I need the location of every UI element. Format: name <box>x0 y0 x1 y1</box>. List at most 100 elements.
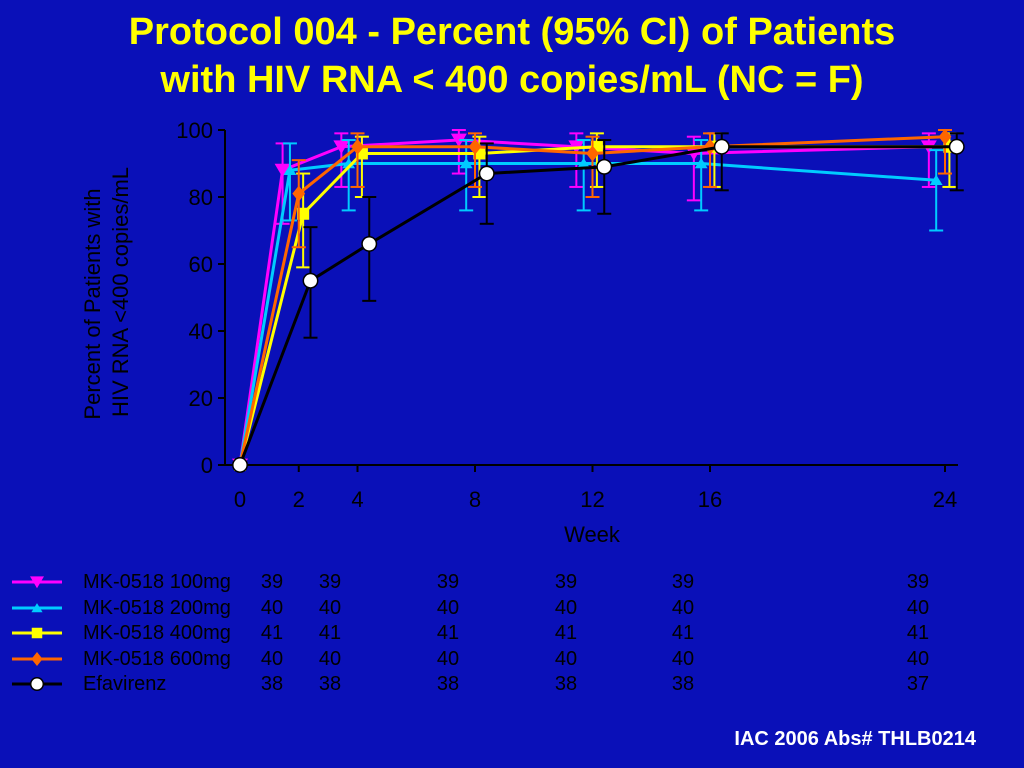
legend-row: MK-0518 200mg 40 40 40 40 40 40 <box>10 596 1010 620</box>
legend-swatch <box>12 627 62 639</box>
legend-swatch <box>12 651 62 666</box>
chart-plot-area <box>232 128 965 473</box>
x-tick-label: 4 <box>351 487 363 512</box>
y-tick-label: 0 <box>201 453 213 478</box>
y-tick-label: 100 <box>176 118 213 143</box>
patient-count: 39 <box>436 571 460 593</box>
legend-label: Efavirenz <box>83 673 167 695</box>
x-tick-label: 16 <box>698 487 722 512</box>
data-point-diamond <box>31 651 43 666</box>
patient-count: 41 <box>906 622 930 644</box>
patient-count: 40 <box>436 647 460 670</box>
patient-count: 38 <box>671 673 695 695</box>
data-point-diamond <box>586 145 599 162</box>
chart-title: Protocol 004 - Percent (95% CI) of Patie… <box>0 8 1024 104</box>
data-point-triangle-up <box>31 602 43 612</box>
data-point-triangle-down <box>30 576 44 589</box>
data-point-circle <box>948 138 965 155</box>
series-mk-0518-600mg <box>233 128 952 473</box>
legend-row: Efavirenz 38 38 38 38 38 37 <box>10 672 1010 696</box>
patient-count: 41 <box>671 622 695 644</box>
series-line <box>238 145 950 466</box>
data-point-circle <box>232 457 248 473</box>
data-point-triangle-up <box>577 157 591 169</box>
series-mk-0518-200mg <box>233 139 944 470</box>
patient-count: 40 <box>671 647 695 670</box>
y-tick-label: 80 <box>189 185 213 210</box>
patient-count: 39 <box>318 571 342 593</box>
patient-count: 40 <box>260 596 284 619</box>
patient-count: 38 <box>436 673 460 695</box>
data-point-triangle-up <box>283 164 297 175</box>
data-point-circle <box>361 235 378 252</box>
patient-count: 41 <box>260 622 284 644</box>
x-tick-label: 24 <box>933 487 957 512</box>
patient-count: 40 <box>671 596 695 619</box>
legend-row: MK-0518 100mg 39 39 39 39 39 39 <box>10 570 1010 594</box>
data-point-triangle-down <box>274 163 291 178</box>
data-point-triangle-up <box>459 157 473 169</box>
series-efavirenz <box>232 132 965 473</box>
title-line-1: Protocol 004 - Percent (95% CI) of Patie… <box>128 11 896 53</box>
patient-count: 40 <box>436 596 460 619</box>
data-point-diamond <box>468 138 482 155</box>
patient-count: 41 <box>318 622 342 644</box>
y-axis-label-line-1: Percent of Patients with <box>80 188 105 419</box>
legend-table: MK-0518 100mg 39 39 39 39 39 39 MK-0518 200mg 40… <box>10 570 1010 700</box>
data-point-square <box>31 627 43 639</box>
legend-label: MK-0518 100mg <box>83 571 231 593</box>
legend-row: MK-0518 400mg 41 41 41 41 41 41 <box>10 621 1010 645</box>
patient-count: 39 <box>554 571 578 593</box>
x-axis-label: Week <box>564 522 621 547</box>
patient-count: 40 <box>260 647 284 670</box>
legend-label: MK-0518 600mg <box>83 647 231 670</box>
legend-swatch <box>12 676 62 692</box>
patient-count: 39 <box>260 571 284 593</box>
series-line <box>238 145 957 466</box>
series-line <box>238 162 937 466</box>
legend-label: MK-0518 200mg <box>83 596 231 619</box>
patient-count: 40 <box>318 647 342 670</box>
legend-row: MK-0518 600mg 40 40 40 40 40 40 <box>10 647 1010 671</box>
citation-footer: IAC 2006 Abs# THLB0214 <box>734 728 976 750</box>
y-tick-label: 20 <box>189 386 213 411</box>
legend-swatch <box>12 602 62 612</box>
data-point-circle <box>478 165 495 182</box>
x-tick-label: 0 <box>234 487 246 512</box>
patient-count: 40 <box>318 596 342 619</box>
patient-count: 38 <box>318 673 342 695</box>
patient-count: 41 <box>554 622 578 644</box>
data-point-circle <box>713 138 730 155</box>
legend-swatch <box>12 576 62 589</box>
patient-count: 37 <box>906 673 930 695</box>
patient-count: 39 <box>671 571 695 593</box>
y-axis-label-line-2: HIV RNA <400 copies/mL <box>108 167 133 417</box>
data-point-triangle-up <box>694 157 708 169</box>
legend-label: MK-0518 400mg <box>83 622 231 644</box>
patient-count: 40 <box>906 647 930 670</box>
data-point-triangle-down <box>333 140 350 154</box>
data-point-diamond <box>292 185 306 202</box>
patient-count: 40 <box>906 596 930 619</box>
data-point-triangle-down <box>450 133 467 148</box>
data-point-diamond <box>351 138 364 155</box>
x-tick-label: 12 <box>580 487 604 512</box>
data-point-circle <box>29 676 45 692</box>
patient-count: 41 <box>436 622 460 644</box>
data-point-triangle-up <box>929 174 943 186</box>
x-tick-label: 8 <box>469 487 481 512</box>
data-point-circle <box>302 272 319 289</box>
patient-count: 38 <box>554 673 578 695</box>
data-point-square <box>297 207 310 220</box>
title-line-2: with HIV RNA < 400 copies/mL (NC = F) <box>160 59 864 101</box>
data-point-circle <box>596 158 613 175</box>
y-tick-label: 60 <box>189 252 213 277</box>
patient-count: 40 <box>554 647 578 670</box>
patient-count: 39 <box>906 571 930 593</box>
patient-count: 40 <box>554 596 578 619</box>
patient-count: 38 <box>260 673 284 695</box>
x-tick-label: 2 <box>293 487 305 512</box>
y-tick-label: 40 <box>189 319 213 344</box>
